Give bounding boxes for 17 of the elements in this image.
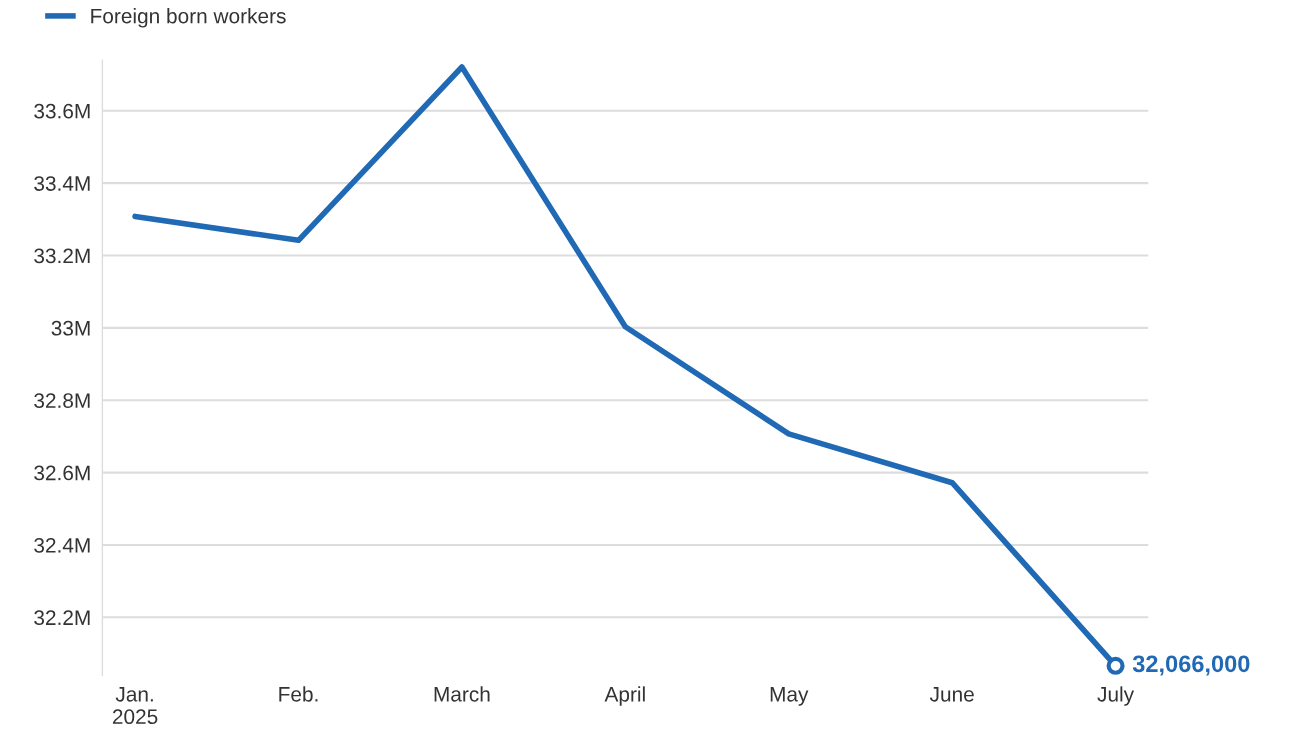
x-tick-label: July (1097, 686, 1135, 706)
x-tick-label: April (604, 686, 645, 706)
y-tick-label: 32.2M (34, 610, 90, 626)
x-tick-label: Jan. 2025 (112, 687, 158, 725)
x-tick-label: May (770, 687, 809, 706)
y-tick-label: 33.6M (34, 103, 90, 119)
y-tick-label: 32.6M (34, 465, 90, 481)
y-tick-label: 32.4M (34, 537, 90, 553)
legend-label: Foreign born workers (91, 8, 286, 28)
annotation: 32,066,000 (1132, 655, 1250, 676)
y-tick-label: 33M (51, 320, 90, 336)
x-tick-label: March (434, 686, 490, 702)
y-tick-label: 32.8M (34, 393, 90, 408)
y-tick-label: 33.4M (34, 176, 90, 191)
x-tick-label: Feb. (279, 686, 318, 702)
y-tick-label: 33.2M (34, 248, 90, 264)
x-tick-label: June (929, 687, 974, 702)
